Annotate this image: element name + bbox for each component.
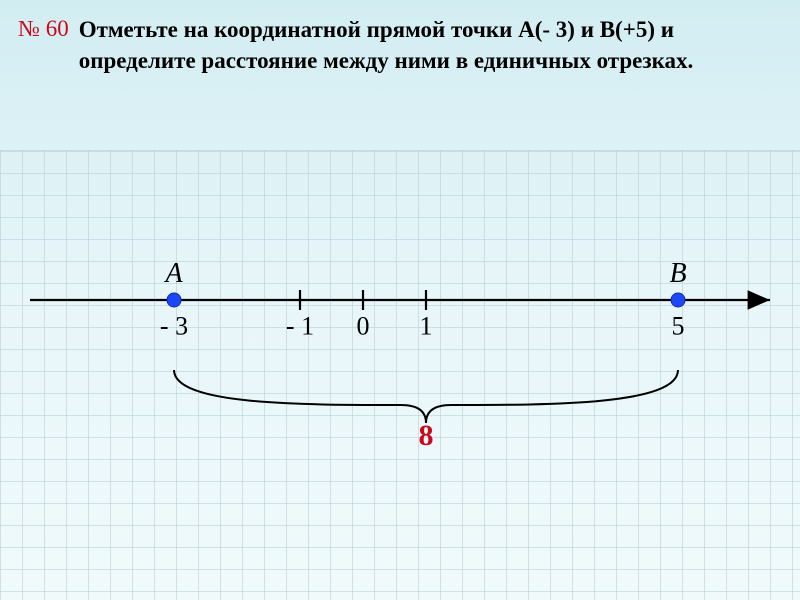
- problem-number: № 60: [18, 14, 69, 42]
- problem-header: № 60 Отметьте на координатной прямой точ…: [0, 0, 800, 76]
- problem-text: Отметьте на координатной прямой точки A(…: [79, 14, 759, 76]
- grid-background: [0, 150, 800, 600]
